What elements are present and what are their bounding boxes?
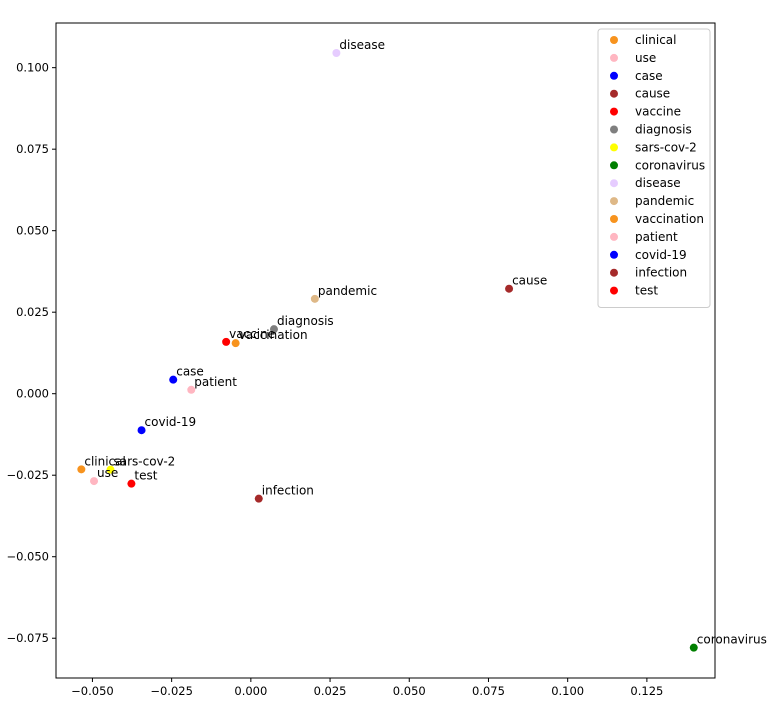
legend-label-sars-cov-2: sars-cov-2 xyxy=(635,140,697,154)
legend-label-patient: patient xyxy=(635,230,678,244)
legend-label-disease: disease xyxy=(635,176,681,190)
point-case xyxy=(169,375,178,384)
y-tick-label: 0.000 xyxy=(16,387,49,401)
x-tick-label: 0.050 xyxy=(393,684,426,698)
y-tick-label: 0.075 xyxy=(16,142,49,156)
data-label-test: test xyxy=(134,469,157,483)
y-tick-label: −0.075 xyxy=(6,631,49,645)
legend-label-test: test xyxy=(635,284,658,298)
point-infection xyxy=(254,494,263,503)
legend-label-pandemic: pandemic xyxy=(635,194,694,208)
y-tick-label: 0.100 xyxy=(16,61,49,75)
legend-label-cause: cause xyxy=(635,87,670,101)
legend-marker-use xyxy=(610,53,618,62)
point-test xyxy=(127,479,136,488)
legend-label-vaccination: vaccination xyxy=(635,212,704,226)
y-tick-label: −0.050 xyxy=(6,550,49,564)
data-label-infection: infection xyxy=(262,484,314,498)
data-label-vaccine: vaccine xyxy=(229,327,275,341)
point-covid-19 xyxy=(137,426,146,435)
axis-ticks: −0.050 −0.025 0.000 0.025 0.050 0.075 0.100 0.1… xyxy=(6,61,663,698)
y-tick-label: 0.050 xyxy=(16,224,49,238)
x-tick-label: 0.075 xyxy=(472,684,505,698)
legend-label-use: use xyxy=(635,51,656,65)
data-label-vaccination: vaccination xyxy=(239,328,308,342)
legend-marker-pandemic xyxy=(610,197,618,206)
point-vaccination xyxy=(231,339,240,348)
legend-marker-infection xyxy=(610,268,618,277)
data-label-sars-cov-2: sars-cov-2 xyxy=(113,455,175,469)
point-pandemic xyxy=(310,294,319,303)
point-clinical xyxy=(77,465,86,474)
data-points xyxy=(77,48,698,652)
x-tick-label: 0.125 xyxy=(630,684,663,698)
point-labels: clinicalusecasecausevaccinediagnosissars… xyxy=(84,38,767,647)
data-label-coronavirus: coronavirus xyxy=(697,633,767,647)
legend-box xyxy=(597,28,711,308)
data-label-covid-19: covid-19 xyxy=(145,415,197,429)
legend-marker-patient xyxy=(610,232,618,241)
legend-marker-test xyxy=(610,286,618,295)
legend: clinical use case cause vaccine diagnosis sars… xyxy=(597,28,711,308)
legend-marker-sars-cov-2 xyxy=(610,143,618,152)
plot-area-frame xyxy=(55,22,716,679)
legend-label-covid-19: covid-19 xyxy=(635,248,687,262)
legend-marker-case xyxy=(610,71,618,80)
point-vaccine xyxy=(222,337,231,346)
data-label-diagnosis: diagnosis xyxy=(277,314,334,328)
x-tick-label: 0.000 xyxy=(234,684,267,698)
point-disease xyxy=(332,48,341,57)
data-label-patient: patient xyxy=(194,375,237,389)
point-coronavirus xyxy=(689,643,698,652)
data-label-pandemic: pandemic xyxy=(318,284,377,298)
point-diagnosis xyxy=(269,325,278,334)
legend-marker-coronavirus xyxy=(610,161,618,170)
point-patient xyxy=(187,385,196,394)
legend-marker-vaccine xyxy=(610,107,618,116)
legend-label-infection: infection xyxy=(635,266,687,280)
x-tick-label: 0.100 xyxy=(551,684,584,698)
x-tick-label: 0.025 xyxy=(314,684,347,698)
x-tick-label: −0.025 xyxy=(150,684,193,698)
legend-marker-diagnosis xyxy=(610,125,618,134)
legend-marker-vaccination xyxy=(610,215,618,223)
legend-label-diagnosis: diagnosis xyxy=(635,123,692,137)
legend-marker-clinical xyxy=(610,36,618,44)
legend-marker-disease xyxy=(610,179,618,188)
data-label-cause: cause xyxy=(512,274,547,288)
data-label-use: use xyxy=(97,466,118,480)
data-label-case: case xyxy=(176,365,204,379)
y-tick-label: 0.025 xyxy=(16,305,49,319)
legend-label-case: case xyxy=(635,69,663,83)
y-tick-label: −0.025 xyxy=(6,468,49,482)
legend-marker-cause xyxy=(610,89,618,98)
legend-label-clinical: clinical xyxy=(635,33,677,47)
legend-label-coronavirus: coronavirus xyxy=(635,158,705,172)
x-tick-label: −0.050 xyxy=(71,684,114,698)
legend-marker-covid-19 xyxy=(610,250,618,259)
point-sars-cov-2 xyxy=(106,465,115,474)
point-cause xyxy=(505,284,514,293)
data-label-clinical: clinical xyxy=(84,454,126,468)
point-use xyxy=(90,477,99,486)
data-label-disease: disease xyxy=(339,38,385,52)
legend-label-vaccine: vaccine xyxy=(635,105,681,119)
